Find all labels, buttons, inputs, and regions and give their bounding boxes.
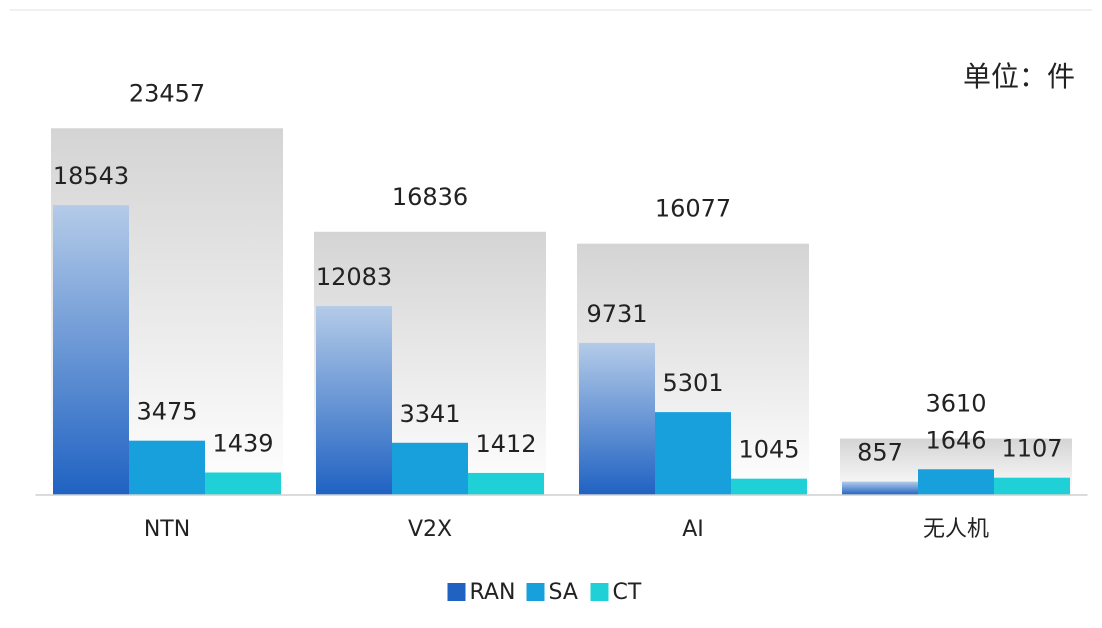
- total-label: 16077: [655, 195, 731, 223]
- value-label: 18543: [53, 162, 129, 190]
- total-label: 3610: [925, 390, 986, 418]
- x-tick-label: 无人机: [923, 517, 989, 542]
- value-label: 1646: [925, 426, 986, 454]
- total-label: 23457: [129, 79, 205, 107]
- value-label: 3475: [136, 398, 197, 426]
- value-label: 12083: [316, 263, 392, 291]
- value-label: 857: [857, 439, 903, 467]
- x-tick-label: V2X: [408, 517, 452, 542]
- bar: [316, 306, 392, 495]
- x-tick-label: AI: [682, 517, 704, 542]
- bar: [842, 481, 918, 495]
- value-label: 9731: [586, 300, 647, 328]
- value-label: 1107: [1001, 435, 1062, 463]
- bar: [918, 469, 994, 495]
- bar: [205, 472, 281, 495]
- total-label: 16836: [392, 183, 468, 211]
- x-tick-label: NTN: [144, 517, 190, 542]
- unit-note: 单位：件: [963, 60, 1075, 93]
- value-label: 1439: [212, 430, 273, 458]
- legend-label: SA: [549, 580, 578, 605]
- bar: [655, 412, 731, 495]
- bar: [579, 342, 655, 495]
- legend-swatch: [447, 583, 466, 601]
- value-label: 5301: [662, 369, 723, 397]
- legend-swatch: [590, 583, 609, 601]
- bar: [53, 205, 129, 496]
- bar: [468, 472, 544, 495]
- legend-label: CT: [613, 580, 642, 605]
- legend-swatch: [526, 583, 545, 601]
- legend-label: RAN: [470, 580, 516, 605]
- bar: [392, 442, 468, 495]
- value-label: 3341: [399, 400, 460, 428]
- bar: [731, 478, 807, 495]
- value-label: 1412: [475, 430, 536, 458]
- bar: [994, 477, 1070, 495]
- value-label: 1045: [738, 436, 799, 464]
- bar: [129, 440, 205, 495]
